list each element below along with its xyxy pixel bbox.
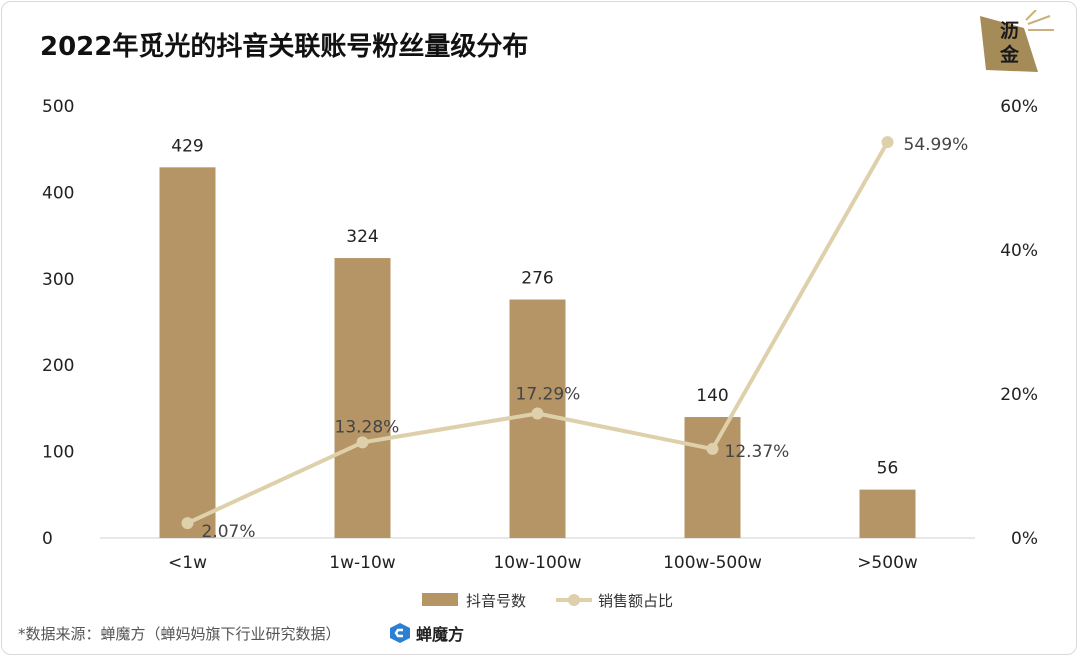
line-point: [531, 407, 544, 420]
bar: [859, 489, 916, 538]
brand-logo-icon: [390, 623, 410, 643]
chart-title: 2022年觅光的抖音关联账号粉丝量级分布: [40, 32, 529, 62]
x-tick-label: >500w: [857, 553, 918, 573]
brand-name: 蝉魔方: [416, 625, 465, 644]
line-point: [881, 136, 894, 149]
x-tick-label: 10w-100w: [493, 553, 581, 573]
legend-label-bar: 抖音号数: [466, 592, 526, 610]
y-right-tick-label: 0%: [1011, 529, 1038, 549]
logo-text-2: 金: [999, 43, 1020, 66]
bar: [334, 258, 391, 538]
x-tick-label: <1w: [168, 553, 207, 573]
y-left-tick-label: 200: [42, 356, 74, 376]
line-point: [706, 442, 719, 455]
logo-ray: [1027, 15, 1051, 25]
line-value-label: 17.29%: [516, 385, 581, 405]
y-right-tick-label: 20%: [1000, 385, 1038, 405]
x-tick-label: 100w-500w: [663, 553, 762, 573]
legend-label-line: 销售额占比: [598, 592, 673, 610]
y-left-tick-label: 400: [42, 183, 74, 203]
line-point: [181, 517, 194, 530]
line-point: [356, 436, 369, 449]
bar-value-label: 324: [346, 227, 378, 247]
logo-ray: [1025, 10, 1037, 21]
line-value-label: 12.37%: [725, 442, 790, 462]
line-value-label: 13.28%: [335, 417, 400, 437]
y-right-tick-label: 60%: [1000, 97, 1038, 117]
logo-shape: [980, 16, 1038, 72]
y-right-tick-label: 40%: [1000, 241, 1038, 261]
bar-value-label: 276: [521, 269, 553, 289]
bar-value-label: 56: [877, 459, 899, 479]
bar: [159, 167, 216, 538]
data-source-note: *数据来源：蝉魔方（蝉妈妈旗下行业研究数据）: [18, 625, 341, 643]
y-left-tick-label: 300: [42, 270, 74, 290]
line-value-label: 54.99%: [904, 135, 969, 155]
bar: [684, 417, 741, 538]
bar-value-label: 140: [696, 386, 728, 406]
y-left-tick-label: 100: [42, 443, 74, 463]
logo: 沥 金: [980, 10, 1054, 72]
x-tick-label: 1w-10w: [329, 553, 395, 573]
bar-value-label: 429: [171, 136, 203, 156]
line-value-label: 2.07%: [202, 522, 256, 542]
logo-text-1: 沥: [1000, 20, 1019, 42]
y-left-tick-label: 500: [42, 97, 74, 117]
legend-swatch-marker: [568, 594, 580, 606]
legend-swatch-bar: [422, 593, 458, 606]
y-left-tick-label: 0: [42, 529, 53, 549]
brand-mark: 蝉魔方: [388, 621, 464, 645]
